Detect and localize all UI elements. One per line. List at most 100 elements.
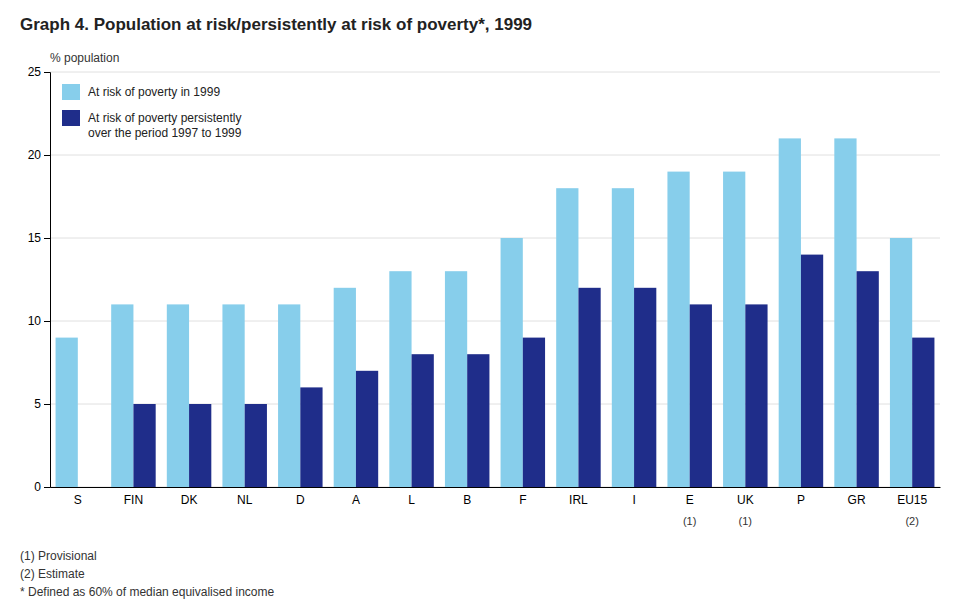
legend-label-line: At risk of poverty in 1999	[88, 85, 220, 99]
x-tick-label: IRL	[569, 493, 588, 507]
bar-series	[56, 138, 913, 487]
y-tick-label: 15	[28, 231, 42, 245]
x-tick: DK	[181, 487, 198, 507]
legend-item: At risk of poverty in 1999	[62, 84, 220, 100]
y-axis: 0 5 10 15 20 25	[28, 65, 51, 494]
x-tick-label: GR	[848, 493, 866, 507]
bar	[578, 288, 600, 487]
legend-item: At risk of poverty persistentlyover the …	[62, 110, 242, 140]
y-tick: 5	[34, 397, 50, 411]
bar	[245, 404, 267, 487]
bar	[334, 288, 356, 487]
y-tick-label: 5	[34, 397, 41, 411]
bar	[912, 338, 934, 487]
category-annotation: (1)	[739, 515, 752, 527]
bar	[634, 288, 656, 487]
y-tick: 25	[28, 65, 50, 79]
x-tick-label: P	[797, 493, 805, 507]
y-tick-mark	[44, 238, 50, 239]
legend-label: At risk of poverty persistentlyover the …	[88, 111, 242, 140]
x-tick-label: L	[408, 493, 415, 507]
grid-line	[50, 238, 940, 239]
bar	[300, 387, 322, 487]
bar	[779, 138, 801, 487]
x-tick-label: NL	[237, 493, 253, 507]
x-tick: B	[463, 487, 471, 507]
x-tick-label: B	[463, 493, 471, 507]
bar	[133, 404, 155, 487]
bar	[501, 238, 523, 487]
bar	[745, 304, 767, 487]
x-tick-label: UK	[737, 493, 754, 507]
y-tick-mark	[44, 321, 50, 322]
bar	[189, 404, 211, 487]
bar	[723, 172, 745, 487]
x-tick-label: F	[519, 493, 526, 507]
x-tick-label: E	[686, 493, 694, 507]
y-tick-mark	[44, 487, 50, 488]
x-tick: L	[408, 487, 415, 507]
chart: Graph 4. Population at risk/persistently…	[0, 0, 960, 612]
x-tick-label: D	[296, 493, 305, 507]
legend-label: At risk of poverty in 1999	[88, 85, 220, 99]
bar	[523, 338, 545, 487]
bar	[111, 304, 133, 487]
x-tick: P	[797, 487, 805, 507]
legend-swatch	[62, 84, 80, 100]
y-tick-label: 0	[34, 480, 41, 494]
bar	[412, 354, 434, 487]
grid-line	[50, 72, 940, 73]
bars	[56, 138, 935, 487]
x-tick-label: EU15	[897, 493, 927, 507]
grid	[50, 72, 940, 487]
category-annotation: (1)	[683, 515, 696, 527]
bar	[690, 304, 712, 487]
bar	[890, 238, 912, 487]
x-tick: I	[632, 487, 635, 507]
x-tick: IRL	[569, 487, 588, 507]
footnote: (2) Estimate	[20, 567, 85, 581]
legend-label-line: over the period 1997 to 1999	[88, 126, 242, 140]
bar	[445, 271, 467, 487]
y-tick-label: 20	[28, 148, 42, 162]
bar	[222, 304, 244, 487]
grid-line	[50, 155, 940, 156]
y-tick: 10	[28, 314, 50, 328]
x-tick: NL	[237, 487, 253, 507]
bar	[612, 188, 634, 487]
bar	[467, 354, 489, 487]
legend-swatch	[62, 110, 80, 126]
x-tick-label: S	[74, 493, 82, 507]
x-axis-line	[51, 487, 941, 488]
x-tick: EU15	[897, 487, 927, 507]
y-tick-mark	[44, 404, 50, 405]
bar	[556, 188, 578, 487]
footnote: * Defined as 60% of median equivalised i…	[20, 585, 274, 599]
bar-series	[133, 255, 934, 487]
legend-label-line: At risk of poverty persistently	[88, 111, 241, 125]
y-tick: 0	[34, 480, 50, 494]
footnote: (1) Provisional	[20, 549, 97, 563]
x-tick: UK	[737, 487, 754, 507]
x-tick: GR	[848, 487, 866, 507]
x-tick: S	[74, 487, 82, 507]
y-tick: 15	[28, 231, 50, 245]
bar	[56, 338, 78, 487]
x-axis: S FIN DK NL D A L B F IRL I E UK P GR EU15	[51, 487, 941, 507]
bar	[801, 255, 823, 487]
x-tick: E	[686, 487, 694, 507]
x-tick: D	[296, 487, 305, 507]
bar	[356, 371, 378, 487]
y-tick: 20	[28, 148, 50, 162]
x-tick-label: A	[352, 493, 360, 507]
x-tick-label: DK	[181, 493, 198, 507]
legend: At risk of poverty in 1999 At risk of pov…	[62, 84, 242, 140]
y-axis-line	[44, 73, 51, 488]
x-tick: A	[352, 487, 360, 507]
category-annotation: (2)	[905, 515, 918, 527]
bar	[278, 304, 300, 487]
y-axis-label: % population	[50, 51, 119, 65]
bar	[389, 271, 411, 487]
x-tick: FIN	[124, 487, 143, 507]
bar	[667, 172, 689, 487]
